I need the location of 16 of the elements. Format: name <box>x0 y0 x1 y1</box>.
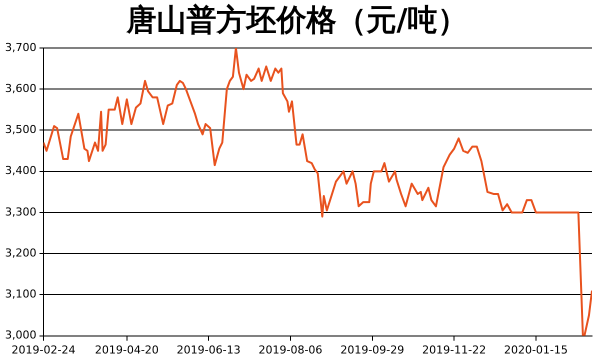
y-tick-label: 3,300 <box>4 205 36 218</box>
x-tick-label: 2019-02-24 <box>12 343 76 356</box>
x-tick-label: 2020-01-15 <box>504 343 568 356</box>
y-tick-label: 3,100 <box>4 288 36 301</box>
y-tick-label: 3,200 <box>4 246 36 260</box>
chart-title: 唐山普方坯价格（元/吨） <box>126 2 468 38</box>
y-tick-label: 3,500 <box>4 123 36 136</box>
x-tick-label: 2019-09-29 <box>340 343 404 356</box>
y-tick-label: 3,000 <box>4 328 36 342</box>
y-tick-label: 3,600 <box>4 82 36 95</box>
y-tick-label: 3,700 <box>4 40 36 54</box>
y-tick-label: 3,400 <box>4 164 36 178</box>
x-tick-label: 2019-04-20 <box>94 343 159 356</box>
x-tick-label: 2019-11-22 <box>422 343 486 356</box>
x-tick-label: 2019-06-13 <box>176 343 241 356</box>
x-tick-label: 2019-08-06 <box>258 343 322 356</box>
